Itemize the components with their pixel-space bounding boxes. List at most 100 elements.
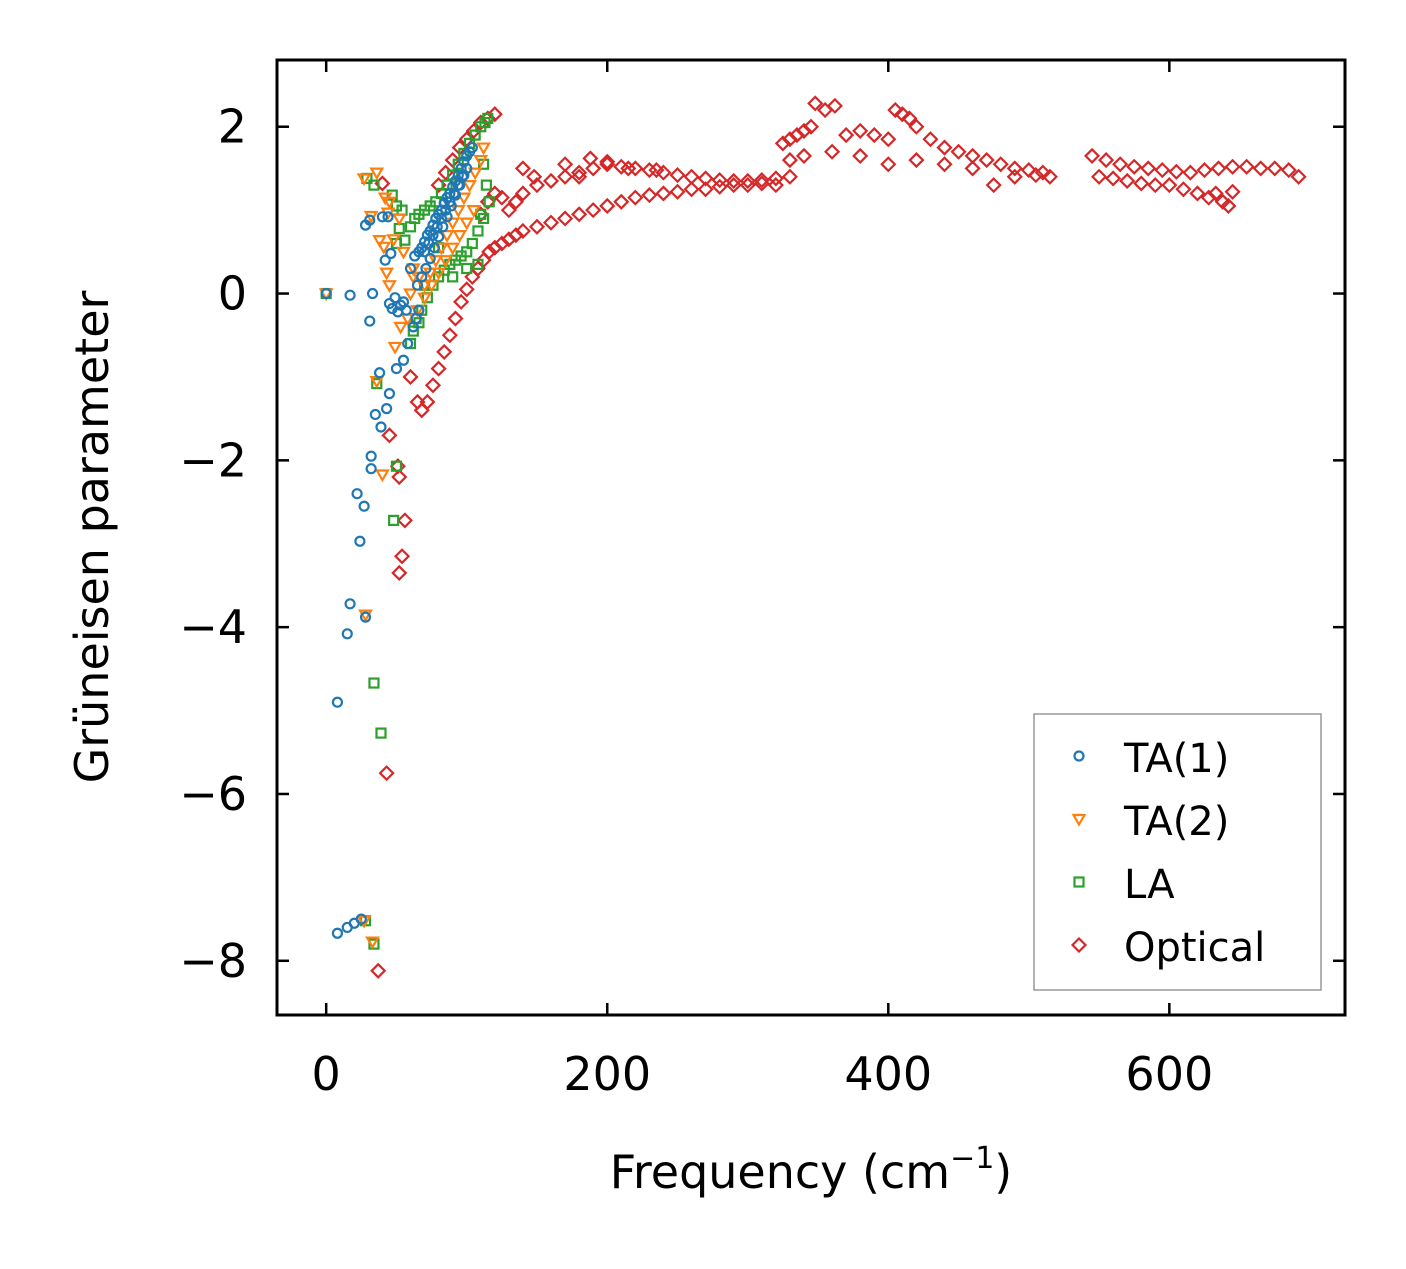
data-point bbox=[418, 246, 431, 258]
data-point bbox=[462, 180, 477, 193]
data-point bbox=[767, 170, 784, 187]
data-point bbox=[431, 267, 447, 281]
data-point bbox=[399, 234, 411, 246]
data-point bbox=[526, 168, 543, 185]
data-point bbox=[341, 628, 353, 640]
data-point bbox=[1126, 158, 1143, 175]
data-point bbox=[739, 172, 756, 189]
data-point bbox=[1098, 152, 1115, 169]
data-point bbox=[472, 114, 489, 131]
data-point bbox=[571, 168, 588, 185]
data-point bbox=[1006, 168, 1023, 185]
data-point bbox=[476, 142, 491, 156]
data-point bbox=[802, 118, 820, 135]
data-point bbox=[894, 106, 911, 123]
data-point bbox=[385, 247, 397, 260]
data-point bbox=[374, 469, 390, 483]
data-point bbox=[375, 727, 387, 739]
data-point bbox=[887, 101, 904, 119]
data-point bbox=[375, 421, 387, 433]
data-point bbox=[1041, 168, 1058, 185]
data-point bbox=[416, 271, 428, 283]
data-point bbox=[620, 160, 637, 177]
data-point bbox=[936, 139, 953, 156]
data-point bbox=[481, 243, 498, 260]
data-point bbox=[466, 141, 478, 154]
data-point bbox=[795, 122, 813, 139]
data-point bbox=[641, 187, 658, 204]
data-point bbox=[373, 367, 386, 379]
data-point bbox=[479, 193, 496, 210]
data-point bbox=[781, 152, 798, 169]
data-point bbox=[344, 289, 356, 301]
data-point bbox=[1168, 163, 1185, 180]
data-point bbox=[369, 408, 381, 421]
x-axis-label: Frequency (cm−1) bbox=[610, 1141, 1013, 1199]
data-point bbox=[372, 235, 387, 248]
data-point bbox=[824, 143, 841, 160]
data-point bbox=[379, 254, 391, 266]
data-point bbox=[493, 235, 510, 252]
data-point bbox=[448, 187, 460, 200]
data-point bbox=[838, 127, 855, 144]
data-point bbox=[465, 122, 482, 139]
data-point bbox=[473, 154, 489, 168]
data-point bbox=[585, 160, 602, 177]
data-point bbox=[683, 181, 700, 198]
data-point bbox=[1027, 167, 1044, 184]
data-point bbox=[669, 183, 686, 200]
legend-label-optical: Optical bbox=[1124, 925, 1265, 971]
data-point bbox=[507, 193, 524, 210]
data-point bbox=[379, 267, 395, 281]
data-point bbox=[475, 208, 487, 220]
data-point bbox=[528, 218, 546, 235]
data-point bbox=[781, 131, 798, 148]
data-point bbox=[1083, 147, 1101, 164]
data-point bbox=[711, 178, 728, 195]
data-point bbox=[351, 488, 363, 500]
data-point bbox=[1200, 189, 1217, 206]
y-tick-label: 0 bbox=[218, 267, 247, 321]
data-point bbox=[1224, 158, 1241, 175]
data-point bbox=[1238, 158, 1255, 175]
data-points bbox=[318, 95, 1307, 979]
data-point bbox=[369, 167, 385, 181]
data-point bbox=[404, 262, 417, 275]
data-point bbox=[807, 95, 824, 112]
data-point bbox=[1266, 160, 1283, 177]
data-point bbox=[964, 160, 981, 177]
data-point bbox=[466, 237, 478, 250]
data-point bbox=[950, 143, 967, 160]
data-point bbox=[370, 962, 387, 979]
data-point bbox=[381, 427, 398, 444]
data-point bbox=[331, 927, 344, 939]
data-point bbox=[514, 160, 531, 177]
legend-label-la: LA bbox=[1124, 862, 1175, 908]
data-point bbox=[922, 131, 939, 148]
data-point bbox=[391, 564, 408, 582]
data-point bbox=[507, 227, 524, 244]
data-point bbox=[1224, 183, 1241, 200]
data-point bbox=[344, 598, 356, 610]
data-point bbox=[423, 237, 435, 250]
data-point bbox=[391, 468, 408, 486]
data-point bbox=[427, 229, 439, 241]
data-point bbox=[366, 287, 379, 300]
data-point bbox=[390, 363, 403, 375]
data-point bbox=[1020, 162, 1037, 179]
data-point bbox=[880, 156, 897, 173]
data-point bbox=[1252, 160, 1269, 177]
data-point bbox=[753, 172, 770, 189]
data-point bbox=[382, 211, 394, 223]
data-point bbox=[486, 185, 503, 202]
data-point bbox=[424, 252, 436, 265]
y-axis-label: Grüneisen parameter bbox=[65, 290, 119, 783]
data-point bbox=[655, 185, 672, 202]
data-point bbox=[396, 246, 411, 260]
data-point bbox=[390, 460, 403, 472]
data-point bbox=[382, 280, 397, 293]
data-point bbox=[774, 135, 791, 152]
data-point bbox=[382, 196, 397, 210]
data-point bbox=[571, 206, 588, 223]
data-point bbox=[1196, 162, 1213, 179]
